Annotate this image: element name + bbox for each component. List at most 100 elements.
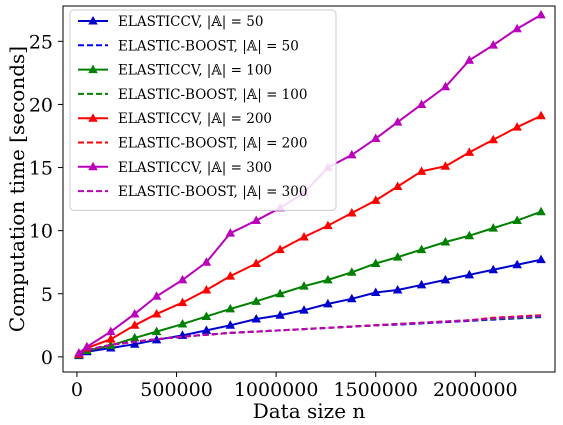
legend: ELASTICCV, |𝔸| = 50 ELASTIC-BOOST, |𝔸| = … xyxy=(69,9,337,211)
legend-entry: ELASTIC-BOOST, |𝔸| = 300 xyxy=(78,184,307,200)
data-point xyxy=(392,252,403,261)
data-point xyxy=(177,274,188,284)
data-point xyxy=(151,308,162,318)
legend-entry: ELASTICCV, |𝔸| = 50 xyxy=(78,14,263,30)
data-point xyxy=(512,259,522,269)
data-point xyxy=(225,303,236,313)
legend-label: ELASTIC-BOOST, |𝔸| = 300 xyxy=(118,184,307,200)
data-point xyxy=(488,264,499,274)
data-point xyxy=(225,271,236,280)
legend-label: ELASTIC-BOOST, |𝔸| = 50 xyxy=(118,38,299,54)
data-point xyxy=(440,161,451,170)
data-point xyxy=(416,244,427,254)
y-tick-label: 10 xyxy=(29,221,53,243)
legend-marker xyxy=(88,161,98,171)
data-point xyxy=(347,149,357,159)
data-point xyxy=(129,320,140,329)
y-tick-label: 5 xyxy=(41,284,53,306)
data-point xyxy=(251,296,261,305)
data-point xyxy=(536,254,546,264)
data-point xyxy=(370,258,381,267)
data-point xyxy=(129,339,140,348)
data-point xyxy=(201,311,212,320)
data-point xyxy=(323,220,333,230)
legend-entry: ELASTIC-BOOST, |𝔸| = 200 xyxy=(78,136,307,152)
data-point xyxy=(275,244,285,254)
x-tick-label: 500000 xyxy=(140,379,213,401)
data-point xyxy=(488,40,499,49)
data-point xyxy=(392,117,403,126)
legend-label: ELASTIC-BOOST, |𝔸| = 200 xyxy=(118,136,307,152)
data-point xyxy=(225,320,236,329)
data-point xyxy=(347,207,357,217)
series-line xyxy=(78,315,542,356)
data-point xyxy=(416,166,427,175)
ticks-layer: 0 500000 1000000 1500000 2000000 0 5 10 15 20 25 xyxy=(29,31,518,401)
data-point xyxy=(251,258,261,267)
data-point xyxy=(488,223,499,232)
series-layer xyxy=(74,9,546,360)
data-point xyxy=(225,228,236,237)
data-point xyxy=(464,269,475,279)
legend-marker xyxy=(88,64,98,74)
data-point xyxy=(440,81,451,91)
data-point xyxy=(129,332,140,342)
legend-entry: ELASTIC-BOOST, |𝔸| = 50 xyxy=(78,38,299,54)
data-point xyxy=(151,334,162,344)
data-point xyxy=(488,134,499,144)
data-point xyxy=(536,110,546,120)
legend-marker xyxy=(88,16,98,25)
x-tick-label: 1000000 xyxy=(234,379,319,401)
data-point xyxy=(370,287,381,296)
x-tick-label: 2000000 xyxy=(433,379,518,401)
data-point xyxy=(201,284,212,294)
y-tick-label: 0 xyxy=(41,347,53,369)
data-point xyxy=(512,122,522,131)
data-point xyxy=(323,298,333,308)
legend-entry: ELASTIC-BOOST, |𝔸| = 100 xyxy=(78,87,307,103)
legend-label: ELASTICCV, |𝔸| = 50 xyxy=(118,14,263,30)
data-point xyxy=(201,257,212,266)
data-point xyxy=(82,341,92,351)
legend-label: ELASTICCV, |𝔸| = 200 xyxy=(118,111,272,127)
series-line xyxy=(78,314,542,356)
data-point xyxy=(512,23,522,33)
plot-frame xyxy=(62,5,556,373)
data-point xyxy=(347,267,357,276)
data-point xyxy=(464,147,475,156)
data-point xyxy=(512,215,522,225)
y-tick-label: 20 xyxy=(29,94,53,116)
y-axis-label: Computation time [seconds] xyxy=(5,46,29,332)
data-point xyxy=(299,305,309,314)
series-1 xyxy=(74,254,546,360)
data-point xyxy=(106,326,116,336)
data-point xyxy=(464,55,475,64)
data-point xyxy=(392,181,403,190)
data-point xyxy=(177,319,188,328)
legend-entry: ELASTICCV, |𝔸| = 200 xyxy=(78,111,272,127)
data-point xyxy=(370,195,381,204)
data-point xyxy=(440,274,451,284)
data-point xyxy=(151,291,162,300)
data-point xyxy=(347,293,357,303)
data-point xyxy=(392,284,403,294)
data-point xyxy=(129,308,140,318)
data-point xyxy=(416,99,427,108)
data-point xyxy=(201,325,212,334)
data-point xyxy=(106,340,116,349)
legend-entry: ELASTICCV, |𝔸| = 300 xyxy=(78,160,272,176)
series-4 xyxy=(78,315,542,356)
data-point xyxy=(323,274,333,284)
legend-label: ELASTICCV, |𝔸| = 300 xyxy=(118,160,272,176)
data-point xyxy=(416,279,427,289)
y-tick-label: 15 xyxy=(29,158,53,180)
data-point xyxy=(177,297,188,307)
data-point xyxy=(440,237,451,246)
y-tick-label: 25 xyxy=(29,31,53,53)
data-point xyxy=(106,334,116,343)
x-tick-label: 0 xyxy=(71,379,83,401)
series-2 xyxy=(78,316,542,356)
data-point xyxy=(251,215,261,225)
x-axis-label: Data size n xyxy=(253,399,366,423)
